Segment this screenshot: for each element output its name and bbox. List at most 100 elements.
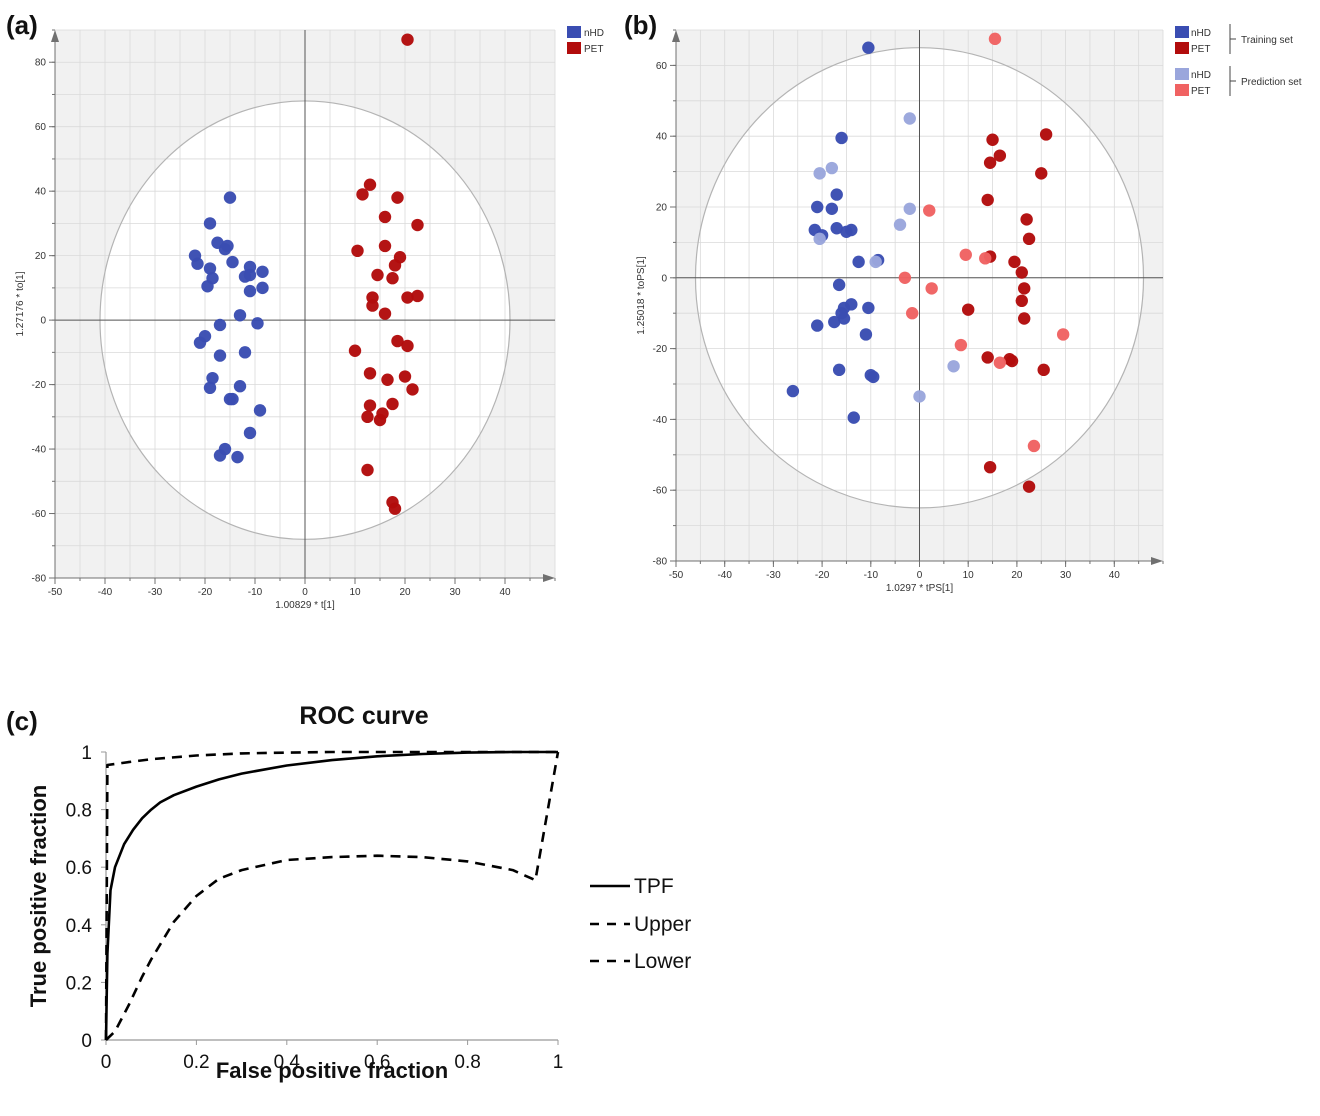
data-point-pet bbox=[366, 299, 379, 312]
data-point-nhd bbox=[786, 384, 800, 398]
data-point-nhd bbox=[813, 232, 826, 246]
legend-label-pet: PET bbox=[584, 44, 603, 55]
data-point-nhd bbox=[864, 368, 877, 382]
data-point-pet bbox=[363, 399, 377, 412]
panel-label-c: (c) bbox=[6, 706, 38, 736]
legend-swatch-nhd bbox=[1175, 26, 1189, 38]
roc-series-lower bbox=[105, 751, 560, 1041]
data-point-pet bbox=[1027, 439, 1041, 453]
x-tick-label: 10 bbox=[349, 587, 361, 598]
panel-c-roc-curve: (c) ROC curve False positive fraction Tr… bbox=[6, 702, 691, 1083]
panel-b-score-plot: (b) -50 -40 -30 -20 -10 0 10 20 30 40 -80 -60 -40 -20… bbox=[624, 10, 1302, 594]
data-point-pet bbox=[386, 397, 399, 411]
data-point-pet bbox=[993, 149, 1007, 162]
data-point-pet bbox=[905, 307, 919, 320]
data-point-nhd bbox=[243, 284, 257, 298]
y-tick-label: 40 bbox=[35, 187, 47, 198]
data-point-nhd bbox=[862, 301, 875, 315]
legend-swatch-pet bbox=[567, 42, 581, 54]
data-point-nhd bbox=[845, 298, 858, 311]
y-tick-label: 0 bbox=[81, 1031, 92, 1052]
data-point-pet bbox=[1018, 282, 1031, 295]
data-point-nhd bbox=[206, 371, 219, 385]
data-point-pet bbox=[1015, 294, 1028, 308]
data-point-nhd bbox=[203, 217, 217, 230]
data-point-pet bbox=[983, 460, 997, 474]
legend-label-pet: PET bbox=[1191, 44, 1210, 55]
data-point-pet bbox=[1022, 480, 1036, 493]
data-point-nhd bbox=[256, 281, 269, 295]
legend-label-tpf: TPF bbox=[634, 875, 674, 898]
x-tick-label: 30 bbox=[449, 587, 461, 598]
data-point-nhd bbox=[223, 191, 237, 204]
x-tick-label: 40 bbox=[1109, 570, 1121, 581]
y-tick-label: -40 bbox=[32, 445, 47, 456]
data-point-pet bbox=[401, 291, 414, 304]
data-point-pet bbox=[1022, 232, 1036, 246]
data-point-nhd bbox=[845, 223, 858, 237]
data-point-nhd bbox=[830, 188, 843, 201]
data-point-pet bbox=[898, 271, 912, 284]
x-tick-label: -20 bbox=[815, 570, 830, 581]
data-point-nhd bbox=[226, 255, 239, 269]
data-point-nhd bbox=[238, 346, 252, 359]
y-tick-label: 1 bbox=[81, 743, 92, 764]
y-tick-label: 80 bbox=[35, 58, 47, 69]
data-point-pet bbox=[1035, 167, 1048, 180]
data-point-pet bbox=[1008, 255, 1021, 269]
x-tick-label: 0.6 bbox=[364, 1052, 390, 1073]
data-point-nhd bbox=[191, 257, 204, 270]
x-axis-label: 1.0297 * tPS[1] bbox=[886, 583, 953, 594]
roc-series-tpf bbox=[104, 750, 558, 1041]
x-tick-label: -50 bbox=[48, 587, 63, 598]
x-tick-label: 20 bbox=[1011, 570, 1023, 581]
x-tick-label: 30 bbox=[1060, 570, 1072, 581]
legend-swatch-nhd bbox=[1175, 68, 1189, 80]
panel-a-score-plot: (a) -50 -40 -30 -20 -10 0 10 20 30 40 -80 -60 -40 -20… bbox=[6, 10, 604, 611]
x-axis-arrow bbox=[543, 574, 555, 582]
y-tick-label: 20 bbox=[35, 251, 47, 262]
y-tick-label: 0.4 bbox=[66, 916, 93, 937]
data-point-nhd bbox=[233, 380, 247, 393]
legend-label-pet: PET bbox=[1191, 86, 1210, 97]
data-point-nhd bbox=[947, 360, 960, 373]
data-point-nhd bbox=[193, 336, 207, 349]
x-tick-label: 20 bbox=[399, 587, 411, 598]
data-point-pet bbox=[411, 218, 424, 232]
data-point-nhd bbox=[811, 319, 824, 332]
data-point-pet bbox=[406, 383, 419, 396]
data-point-pet bbox=[981, 193, 994, 207]
data-point-pet bbox=[378, 239, 392, 253]
data-point-pet bbox=[361, 463, 374, 477]
y-tick-label: -40 bbox=[653, 415, 668, 426]
data-point-pet bbox=[1037, 363, 1050, 377]
data-point-nhd bbox=[903, 112, 916, 125]
data-point-pet bbox=[401, 33, 414, 46]
y-tick-label: 0.8 bbox=[66, 801, 92, 822]
y-axis-label: 1.27176 * to[1] bbox=[15, 271, 26, 336]
y-tick-label: -20 bbox=[653, 344, 668, 355]
x-tick-label: 0.2 bbox=[183, 1052, 209, 1073]
data-point-nhd bbox=[253, 404, 267, 417]
data-point-pet bbox=[371, 268, 384, 282]
data-point-pet bbox=[363, 178, 377, 191]
data-point-nhd bbox=[913, 390, 926, 403]
data-point-pet bbox=[388, 259, 402, 272]
data-point-nhd bbox=[828, 315, 841, 329]
data-point-pet bbox=[373, 413, 387, 427]
y-tick-label: 60 bbox=[656, 61, 668, 72]
x-tick-label: 40 bbox=[499, 587, 511, 598]
legend-label-nhd: nHD bbox=[584, 28, 604, 39]
x-tick-label: 0.8 bbox=[454, 1052, 480, 1073]
data-point-pet bbox=[411, 289, 424, 303]
y-axis-label: 1.25018 * toPS[1] bbox=[636, 256, 647, 335]
y-tick-label: 0 bbox=[40, 316, 46, 327]
x-tick-label: -40 bbox=[717, 570, 732, 581]
legend-swatch-pet bbox=[1175, 84, 1189, 96]
chart-title: ROC curve bbox=[299, 702, 428, 730]
data-point-pet bbox=[361, 410, 374, 424]
x-tick-label: -20 bbox=[198, 587, 213, 598]
x-tick-label: 0 bbox=[917, 570, 923, 581]
data-point-pet bbox=[381, 373, 394, 386]
